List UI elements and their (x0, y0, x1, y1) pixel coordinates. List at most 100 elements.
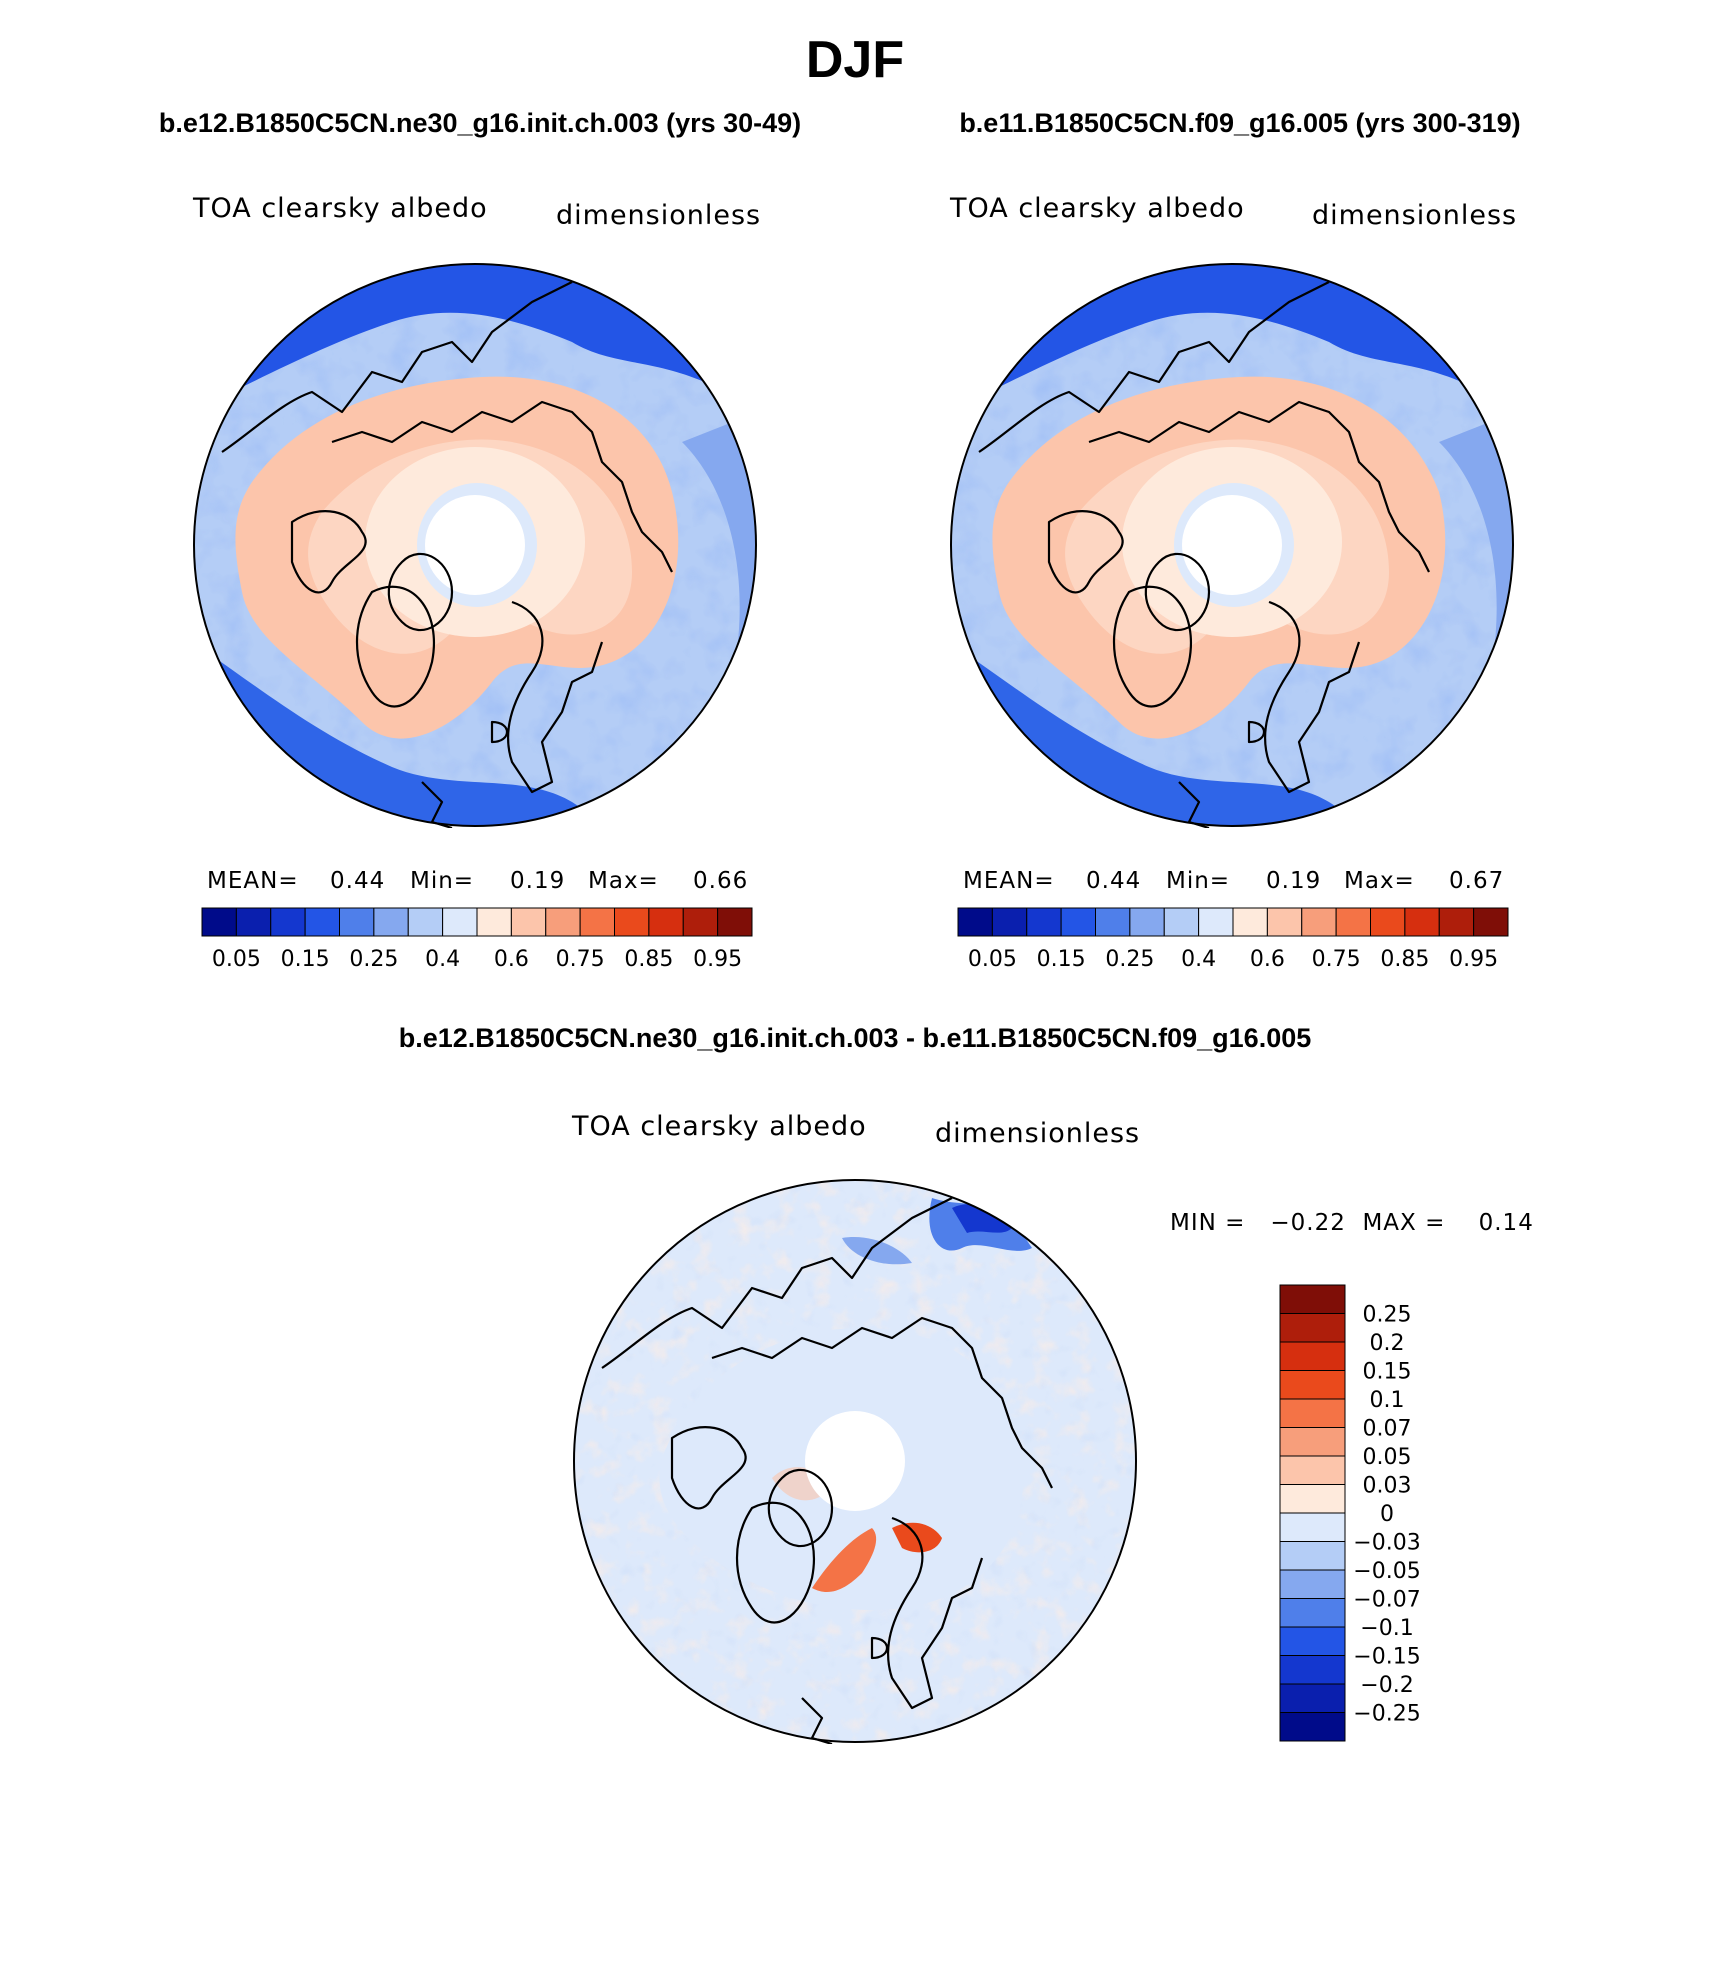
colorbar-swatch (1473, 907, 1509, 937)
colorbar-tick-label: −0.2 (1360, 1673, 1413, 1698)
colorbar-swatch (1232, 907, 1268, 937)
colorbar-swatch (235, 907, 272, 937)
colorbar-tick-label: −0.07 (1353, 1588, 1420, 1613)
colorbar-tick-label: 0.85 (1380, 947, 1429, 972)
colorbar-swatch (1279, 1712, 1346, 1742)
colorbar-swatch (476, 907, 512, 937)
panel-right-min-label: Min= (1166, 868, 1231, 894)
colorbar-swatch (1163, 907, 1200, 937)
colorbar-tick-label: 0.15 (281, 947, 330, 972)
panel-left-variable: TOA clearsky albedo (193, 193, 488, 224)
colorbar-swatch (545, 907, 581, 937)
colorbar-swatch (1370, 907, 1406, 937)
colorbar-tick-label: 0.6 (494, 947, 529, 972)
colorbar-tick-label: 0.03 (1363, 1474, 1412, 1499)
panel-right-max-label: Max= (1344, 868, 1415, 894)
colorbar-swatch (270, 907, 306, 937)
panel-left-map (193, 263, 757, 828)
colorbar-tick-label: 0.15 (1037, 947, 1086, 972)
colorbar-swatch (1026, 907, 1062, 937)
colorbar-tick-label: 0.15 (1363, 1360, 1412, 1385)
colorbar-swatch (1301, 907, 1337, 937)
colorbar-tick-label: 0.2 (1370, 1331, 1405, 1356)
panel-right-case-title: b.e11.B1850C5CN.f09_g16.005 (yrs 300-319… (959, 108, 1521, 138)
colorbar-swatch (373, 907, 409, 937)
colorbar-swatch (1060, 907, 1096, 937)
colorbar-tick-label: 0.05 (1363, 1445, 1412, 1470)
panel-right-units: dimensionless (1312, 200, 1518, 231)
colorbar-swatch (1279, 1683, 1346, 1713)
diff-title: b.e12.B1850C5CN.ne30_g16.init.ch.003 - b… (398, 1023, 1312, 1053)
diff-map (573, 1179, 1137, 1744)
panel-left-mean-value: 0.44 (330, 868, 386, 894)
colorbar-swatch (1279, 1455, 1346, 1485)
colorbar-swatch (407, 907, 444, 937)
panel-right-map (950, 263, 1514, 828)
colorbar-tick-label: 0.05 (968, 947, 1017, 972)
colorbar-swatch (1279, 1569, 1346, 1599)
colorbar-swatch (717, 907, 753, 937)
diff-units: dimensionless (935, 1118, 1141, 1149)
colorbar-swatch (1279, 1284, 1346, 1314)
colorbar-swatch (201, 907, 237, 937)
colorbar-swatch (1279, 1313, 1346, 1343)
diff-minmax: MIN = −0.22 MAX = 0.14 (1170, 1210, 1534, 1236)
colorbar-tick-label: 0.95 (693, 947, 742, 972)
colorbar-swatch (1279, 1341, 1346, 1371)
colorbar-tick-label: 0.1 (1370, 1388, 1405, 1413)
panel-left-mean-label: MEAN= (207, 868, 299, 894)
colorbar-swatch (1279, 1512, 1346, 1542)
colorbar-tick-label: −0.25 (1353, 1702, 1420, 1727)
colorbar-tick-label: 0 (1380, 1502, 1394, 1527)
colorbar-swatch (510, 907, 547, 937)
season-title: DJF (805, 31, 905, 89)
panel-right-mean-value: 0.44 (1086, 868, 1142, 894)
panel-left-units: dimensionless (556, 200, 762, 231)
panel-left-case-title: b.e12.B1850C5CN.ne30_g16.init.ch.003 (yr… (158, 108, 802, 138)
colorbar-tick-label: 0.25 (1363, 1303, 1412, 1328)
colorbar-swatch (991, 907, 1028, 937)
colorbar-tick-label: 0.85 (624, 947, 673, 972)
panel-left-max-value: 0.66 (693, 868, 749, 894)
colorbar-swatch (1279, 1598, 1346, 1628)
colorbar-swatch (1279, 1427, 1346, 1457)
colorbar-swatch (1335, 907, 1371, 937)
panel-right-variable: TOA clearsky albedo (950, 193, 1245, 224)
panel-right-max-value: 0.67 (1449, 868, 1505, 894)
colorbar-tick-label: 0.75 (556, 947, 605, 972)
colorbar-swatch (304, 907, 340, 937)
colorbar-tick-label: −0.15 (1353, 1645, 1420, 1670)
colorbar-swatch (1095, 907, 1131, 937)
colorbar-tick-label: 0.6 (1250, 947, 1285, 972)
panel-left-colorbar: 0.05 0.15 0.25 0.4 0.6 0.75 0.85 0.95 (201, 907, 753, 972)
colorbar-tick-label: 0.4 (425, 947, 460, 972)
diff-colorbar: 0.25 0.2 0.15 0.1 0.07 0.05 0.03 0 −0.03 −0.05 −0.… (1279, 1284, 1421, 1742)
panel-left-max-label: Max= (588, 868, 659, 894)
colorbar-swatch (442, 907, 478, 937)
colorbar-swatch (1279, 1398, 1346, 1428)
colorbar-tick-label: 0.4 (1181, 947, 1216, 972)
colorbar-tick-label: −0.03 (1353, 1531, 1420, 1556)
colorbar-swatch (1266, 907, 1303, 937)
colorbar-swatch (1279, 1484, 1346, 1514)
colorbar-tick-label: 0.25 (349, 947, 398, 972)
colorbar-swatch (579, 907, 615, 937)
panel-right-min-value: 0.19 (1266, 868, 1322, 894)
colorbar-swatch (339, 907, 375, 937)
panel-left-min-label: Min= (410, 868, 475, 894)
colorbar-tick-label: 0.95 (1449, 947, 1498, 972)
colorbar-tick-label: −0.05 (1353, 1559, 1420, 1584)
colorbar-swatch (1198, 907, 1234, 937)
colorbar-swatch (1279, 1370, 1346, 1400)
panel-right-colorbar: 0.05 0.15 0.25 0.4 0.6 0.75 0.85 0.95 (957, 907, 1509, 972)
colorbar-swatch (1279, 1626, 1346, 1656)
diff-variable: TOA clearsky albedo (572, 1111, 867, 1142)
colorbar-swatch (648, 907, 684, 937)
panel-left-min-value: 0.19 (510, 868, 566, 894)
colorbar-swatch (614, 907, 650, 937)
colorbar-tick-label: 0.07 (1363, 1417, 1412, 1442)
colorbar-tick-label: 0.05 (212, 947, 261, 972)
colorbar-swatch (1279, 1655, 1346, 1685)
colorbar-tick-label: 0.25 (1105, 947, 1154, 972)
colorbar-swatch (682, 907, 719, 937)
